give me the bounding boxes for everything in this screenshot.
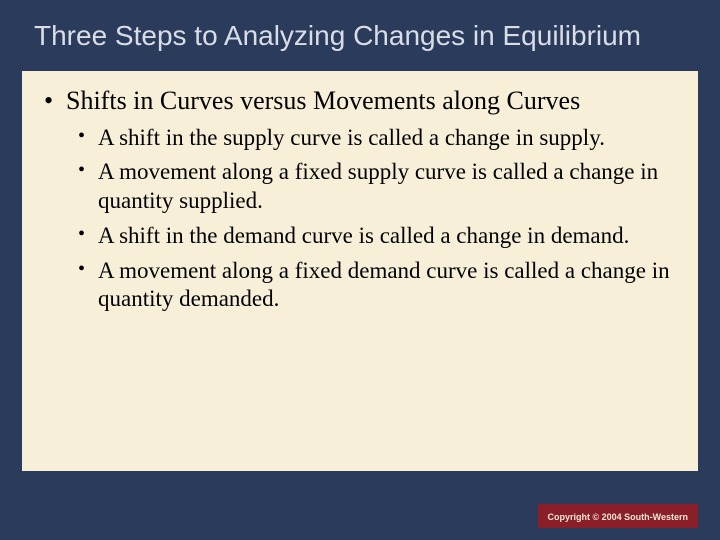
list-item-heading: Shifts in Curves versus Movements along … <box>40 85 680 118</box>
copyright-text: Copyright © 2004 South-Western <box>548 512 688 522</box>
title-area: Three Steps to Analyzing Changes in Equi… <box>0 0 720 63</box>
list-item: A movement along a fixed demand curve is… <box>76 257 680 315</box>
bullet-list: Shifts in Curves versus Movements along … <box>40 85 680 314</box>
sublist: A shift in the supply curve is called a … <box>40 124 680 315</box>
list-item: A shift in the demand curve is called a … <box>76 222 680 251</box>
content-box: Shifts in Curves versus Movements along … <box>22 71 698 471</box>
list-item: A movement along a fixed supply curve is… <box>76 158 680 216</box>
sublist-container: A shift in the supply curve is called a … <box>40 124 680 315</box>
list-item: A shift in the supply curve is called a … <box>76 124 680 153</box>
copyright-box: Copyright © 2004 South-Western <box>538 504 698 528</box>
slide: Three Steps to Analyzing Changes in Equi… <box>0 0 720 540</box>
slide-title: Three Steps to Analyzing Changes in Equi… <box>34 18 686 53</box>
